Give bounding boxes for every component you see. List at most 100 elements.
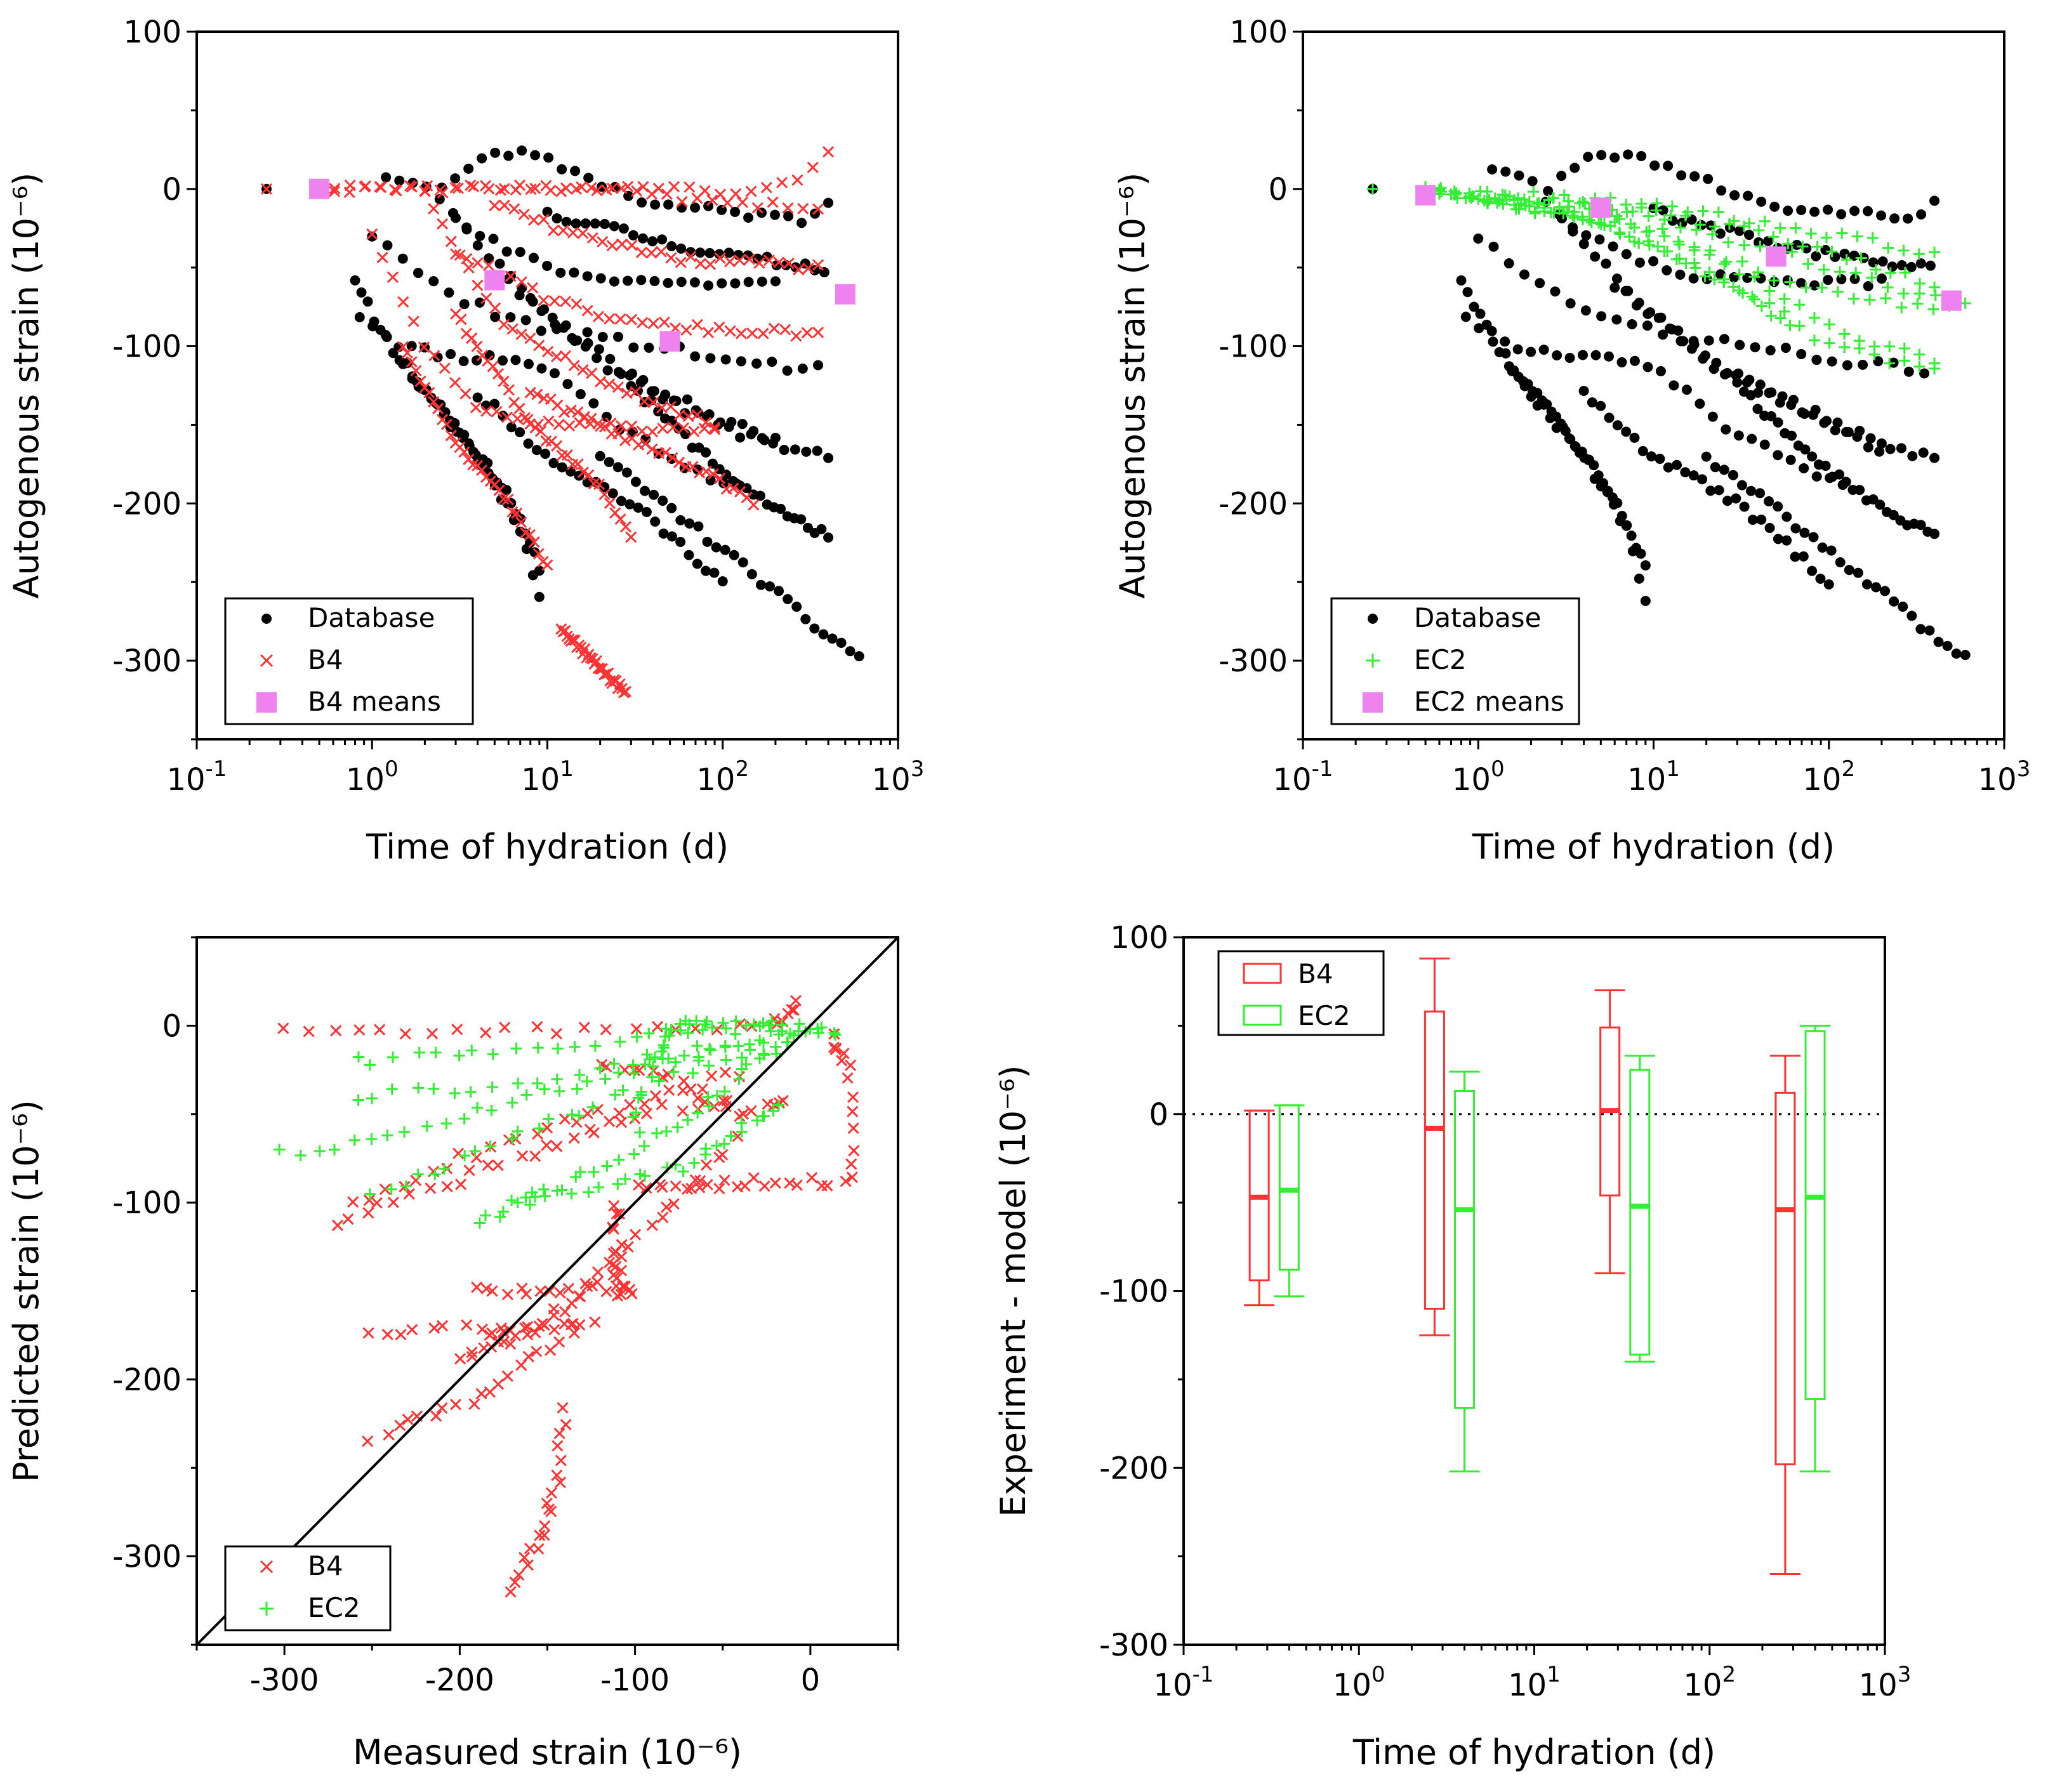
b4-point [709,423,721,435]
ec2-point [1839,328,1851,340]
b4-point [472,257,484,269]
ec2-point [1929,246,1941,258]
database-point [382,240,393,251]
database-point [1906,610,1917,621]
b4-point [395,1329,407,1341]
database-point [1560,426,1571,437]
b4-point [543,415,555,427]
ec2-point [366,1092,378,1104]
database-point [1710,462,1721,473]
ec2-point [381,1130,393,1142]
database-point [854,651,864,662]
x-tick-exp: 0 [1371,1662,1385,1687]
b4-point [767,196,779,208]
database-point [650,199,661,210]
database-point [1590,251,1601,262]
ec2-point [638,1140,651,1152]
database-point [640,485,651,496]
database-point [1616,357,1627,367]
database-point [1756,514,1767,525]
x-tick-base: 10 [1627,762,1666,798]
x-tick-exp: 2 [735,756,749,782]
x-tick-exp: 1 [560,756,574,782]
database-point [432,352,443,363]
database-point [1594,234,1605,245]
database-point [461,224,472,235]
b4-point [704,258,717,270]
ec2-point [1870,263,1882,275]
ec2-point [1784,276,1796,288]
database-point [1765,345,1776,356]
ec2-point [1898,355,1910,367]
database-point [1799,527,1810,538]
b4-point [661,1201,673,1213]
database-point [1637,445,1648,456]
b4-point [557,225,569,237]
database-point [1708,364,1719,374]
ec2-point [1868,348,1880,360]
b4-point [565,404,577,416]
b4-point [608,1200,620,1212]
ec2-point [440,1117,453,1130]
b4-point [600,1024,612,1036]
b4-point [664,400,677,412]
ec2-point [472,1102,484,1114]
ec2-point [1733,268,1745,280]
b4-point [661,188,673,200]
database-point [1841,426,1852,437]
database-point [1755,379,1766,390]
x-tick-label: 100 [1333,1662,1385,1703]
ec2-point [538,1183,550,1196]
database-point [446,349,456,360]
b4-point [468,1398,480,1410]
ec2-point [829,1029,842,1041]
b4-point [838,1047,850,1060]
y-tick-label: -200 [1219,486,1288,522]
b4-point [515,328,527,340]
database-point [737,419,748,430]
database-point [580,218,591,229]
x-tick-exp: 1 [1547,1662,1561,1687]
b4-point [667,421,679,433]
ec2-point [1882,242,1894,254]
ec2-point [574,1166,586,1178]
database-point [434,194,445,204]
ec2-point [587,1101,599,1113]
database-point [1550,286,1561,297]
b4-point [402,1413,414,1425]
database-point [836,637,847,648]
b4-point [621,387,633,399]
database-point [743,212,754,223]
legend-label: B4 [308,1550,343,1581]
database-point [515,427,525,438]
ec2-point [828,1027,840,1039]
ec2-point [1818,264,1830,276]
ec2-point [348,1134,360,1146]
b4-point [637,317,649,329]
b4-point [524,386,536,399]
b4-point [623,1284,636,1296]
b4-point [779,324,791,336]
database-point [605,353,616,364]
b4-point [786,1003,798,1016]
b4-point [776,176,788,188]
b4-point [711,1024,723,1036]
database-point [1609,152,1620,163]
database-point [1739,501,1750,512]
ec2-point [510,1043,522,1055]
database-point [650,516,661,527]
database-point [1840,477,1851,487]
ec2-point [692,1107,704,1119]
ec2-point [711,1140,723,1152]
b4-point [845,1059,857,1071]
database-point [1756,196,1767,207]
database-point [1773,417,1783,428]
b4-point [397,296,409,308]
b4-point [591,1104,604,1116]
ec2-point [1765,310,1777,322]
b4-point [495,1322,507,1334]
database-point [800,614,811,624]
legend-b4-swatch [1243,963,1282,984]
database-point [1808,532,1819,543]
ec2-point [781,1036,793,1048]
